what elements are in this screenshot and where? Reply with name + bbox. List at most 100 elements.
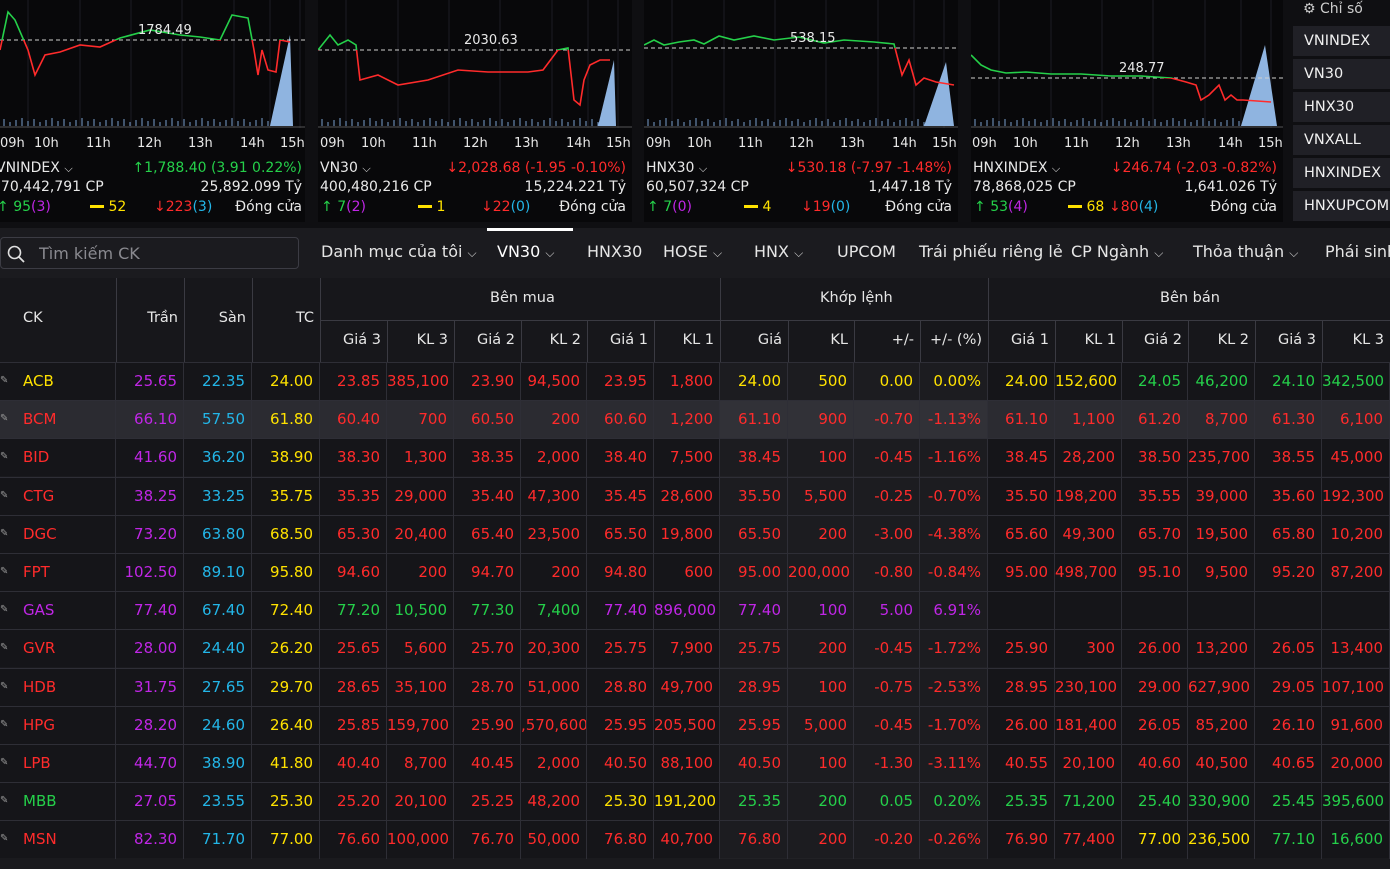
pin-icon[interactable]: ✎ — [0, 604, 9, 616]
cell-symbol[interactable]: LPB — [0, 745, 116, 783]
cell-bid-price-3: 35.35 — [320, 477, 387, 516]
col-header[interactable]: Giá — [757, 332, 782, 348]
col-header[interactable]: Trần — [147, 310, 178, 326]
col-header[interactable]: KL — [830, 332, 848, 348]
tab-vn30[interactable]: VN30 ⌵ — [497, 242, 555, 261]
reference-value: 538.15 — [790, 31, 836, 46]
pin-icon[interactable]: ✎ — [0, 413, 9, 425]
table-row[interactable]: ACB 25.65 22.35 24.00 23.85 385,100 23.90 94,50… — [0, 362, 1390, 401]
index-option-vnindex[interactable]: VNINDEX — [1293, 26, 1390, 56]
table-row[interactable]: MBB 27.05 23.55 25.30 25.20 20,100 25.25 48,200… — [0, 782, 1390, 822]
col-header[interactable]: CK — [23, 310, 43, 326]
cell-symbol[interactable]: MBB — [0, 783, 116, 822]
table-row[interactable]: FPT 102.50 89.10 95.80 94.60 200 94.70 200 94.80… — [0, 553, 1390, 592]
search-box[interactable] — [0, 237, 299, 269]
col-header[interactable]: +/- (%) — [930, 332, 982, 348]
index-option-hnxupcom[interactable]: HNXUPCOM — [1293, 191, 1390, 221]
tab-hnx30[interactable]: HNX30 — [587, 242, 643, 261]
search-input[interactable] — [39, 242, 289, 264]
tab-thỏa-thuận[interactable]: Thỏa thuận ⌵ — [1193, 242, 1299, 261]
tab-trái-phiếu-riêng-lẻ[interactable]: Trái phiếu riêng lẻ — [919, 242, 1063, 261]
pin-icon[interactable]: ✎ — [0, 757, 9, 768]
cell-bid-vol-2: 23,500 — [521, 515, 587, 554]
col-header[interactable]: Giá 2 — [477, 332, 515, 348]
cell-ask-vol-3: 87,200 — [1322, 554, 1390, 592]
cell-reference: 41.80 — [252, 745, 320, 783]
table-row[interactable]: CTG 38.25 33.25 35.75 35.35 29,000 35.40 47,300… — [0, 476, 1390, 516]
pin-icon[interactable]: ✎ — [0, 833, 9, 845]
index-panel-vn30[interactable]: 2030.63 09h 10h 11h 12h 13h 14h 15h VN30 ⌵ ↓2,… — [318, 0, 632, 222]
pin-icon[interactable]: ✎ — [0, 527, 9, 539]
col-header[interactable]: Giá 1 — [610, 332, 648, 348]
cell-symbol[interactable]: GVR — [0, 630, 116, 669]
cell-symbol[interactable]: ACB — [0, 363, 116, 401]
col-header[interactable]: KL 3 — [416, 332, 448, 348]
cell-symbol[interactable]: HPG — [0, 706, 116, 745]
table-row[interactable]: GVR 28.00 24.40 26.20 25.65 5,600 25.70 20,300 2… — [0, 629, 1390, 669]
market-status: Đóng cửa — [1210, 199, 1277, 215]
index-name-dropdown[interactable]: HNX30 ⌵ — [646, 160, 708, 176]
index-name-dropdown[interactable]: HNXINDEX ⌵ — [973, 160, 1061, 176]
cell-bid-price-1: 28.80 — [587, 668, 654, 707]
col-header[interactable]: Giá 2 — [1144, 332, 1182, 348]
pin-icon[interactable]: ✎ — [0, 451, 9, 463]
col-header[interactable]: Giá 1 — [1011, 332, 1049, 348]
table-row[interactable]: HDB 31.75 27.65 29.70 28.65 35,100 28.70 51,000… — [0, 667, 1390, 707]
col-header[interactable]: Giá 3 — [1278, 332, 1316, 348]
cell-ask-price-3: 35.60 — [1255, 477, 1322, 516]
cell-symbol[interactable]: HDB — [0, 668, 116, 707]
col-header[interactable]: KL 3 — [1352, 332, 1384, 348]
pin-icon[interactable]: ✎ — [0, 642, 9, 654]
index-option-vn30[interactable]: VN30 — [1293, 59, 1390, 89]
cell-ask-price-2: 61.20 — [1122, 401, 1188, 440]
cell-floor: 57.50 — [184, 401, 252, 440]
pin-icon[interactable]: ✎ — [0, 375, 9, 386]
cell-symbol[interactable]: FPT — [0, 554, 116, 592]
index-panel-hnx30[interactable]: 538.15 09h 10h 11h 12h 13h 14h 15h HNX30 ⌵ ↓53… — [644, 0, 958, 222]
table-row[interactable]: DGC 73.20 63.80 68.50 65.30 20,400 65.40 23,500… — [0, 514, 1390, 554]
col-header[interactable]: KL 1 — [682, 332, 714, 348]
cell-symbol[interactable]: DGC — [0, 515, 116, 554]
cell-ask-price-3: 38.55 — [1255, 439, 1322, 478]
index-name-dropdown[interactable]: VNINDEX ⌵ — [0, 160, 73, 176]
cell-symbol[interactable]: BCM — [0, 401, 116, 440]
arrow-down-icon: ↓ — [785, 160, 798, 176]
pin-icon[interactable]: ✎ — [0, 489, 9, 501]
col-header[interactable]: KL 2 — [549, 332, 581, 348]
cell-ask-vol-2 — [1188, 592, 1255, 631]
cell-symbol[interactable]: BID — [0, 439, 116, 478]
table-row[interactable]: LPB 44.70 38.90 41.80 40.40 8,700 40.45 2,000 40… — [0, 744, 1390, 783]
table-row[interactable]: BID 41.60 36.20 38.90 38.30 1,300 38.35 2,000 38… — [0, 438, 1390, 478]
tab-hose[interactable]: HOSE ⌵ — [663, 242, 723, 261]
cell-symbol[interactable]: CTG — [0, 477, 116, 516]
tab-upcom[interactable]: UPCOM — [837, 242, 896, 261]
col-header[interactable]: KL 2 — [1217, 332, 1249, 348]
table-row[interactable]: HPG 28.20 24.60 26.40 25.85 159,700 25.90,570,… — [0, 705, 1390, 745]
pin-icon[interactable]: ✎ — [0, 566, 9, 577]
index-panel-hnxindex[interactable]: 248.77 09h 10h 11h 12h 13h 14h 15h HNXINDEX ⌵ … — [971, 0, 1283, 222]
tab-cp-ngành[interactable]: CP Ngành ⌵ — [1071, 242, 1164, 261]
col-header[interactable]: +/- — [891, 332, 914, 348]
table-row[interactable]: MSN 82.30 71.70 77.00 76.60 100,000 76.70 50,00… — [0, 820, 1390, 860]
table-row[interactable]: GAS 77.40 67.40 72.40 77.20 10,500 77.30 7,400 7… — [0, 591, 1390, 631]
index-option-hnxindex[interactable]: HNXINDEX — [1293, 158, 1390, 188]
tab-phái-sinh[interactable]: Phái sinh — [1325, 242, 1390, 261]
col-header[interactable]: Giá 3 — [343, 332, 381, 348]
index-name-dropdown[interactable]: VN30 ⌵ — [320, 160, 371, 176]
table-row[interactable]: BCM 66.10 57.50 61.80 60.40 700 60.50 200 60.60 1… — [0, 400, 1390, 440]
col-header[interactable]: TC — [295, 310, 314, 326]
col-header[interactable]: Sàn — [218, 310, 246, 326]
cell-symbol[interactable]: MSN — [0, 821, 116, 860]
tab-danh-mục-của-tôi[interactable]: Danh mục của tôi ⌵ — [321, 242, 477, 261]
col-header[interactable]: KL 1 — [1084, 332, 1116, 348]
index-panel-vnindex[interactable]: 1784.49 09h 10h 11h 12h 13h 14h 15h VNINDEX ⌵ … — [0, 0, 305, 222]
index-option-vnxall[interactable]: VNXALL — [1293, 125, 1390, 155]
tab-hnx[interactable]: HNX ⌵ — [754, 242, 804, 261]
pin-icon[interactable]: ✎ — [0, 795, 9, 807]
cell-symbol[interactable]: GAS — [0, 592, 116, 631]
pin-icon[interactable]: ✎ — [0, 680, 9, 692]
index-option-hnx30[interactable]: HNX30 — [1293, 92, 1390, 122]
market-status: Đóng cửa — [885, 199, 952, 215]
pin-icon[interactable]: ✎ — [0, 718, 9, 730]
index-selector-header[interactable]: ⚙ Chỉ số — [1303, 1, 1363, 17]
